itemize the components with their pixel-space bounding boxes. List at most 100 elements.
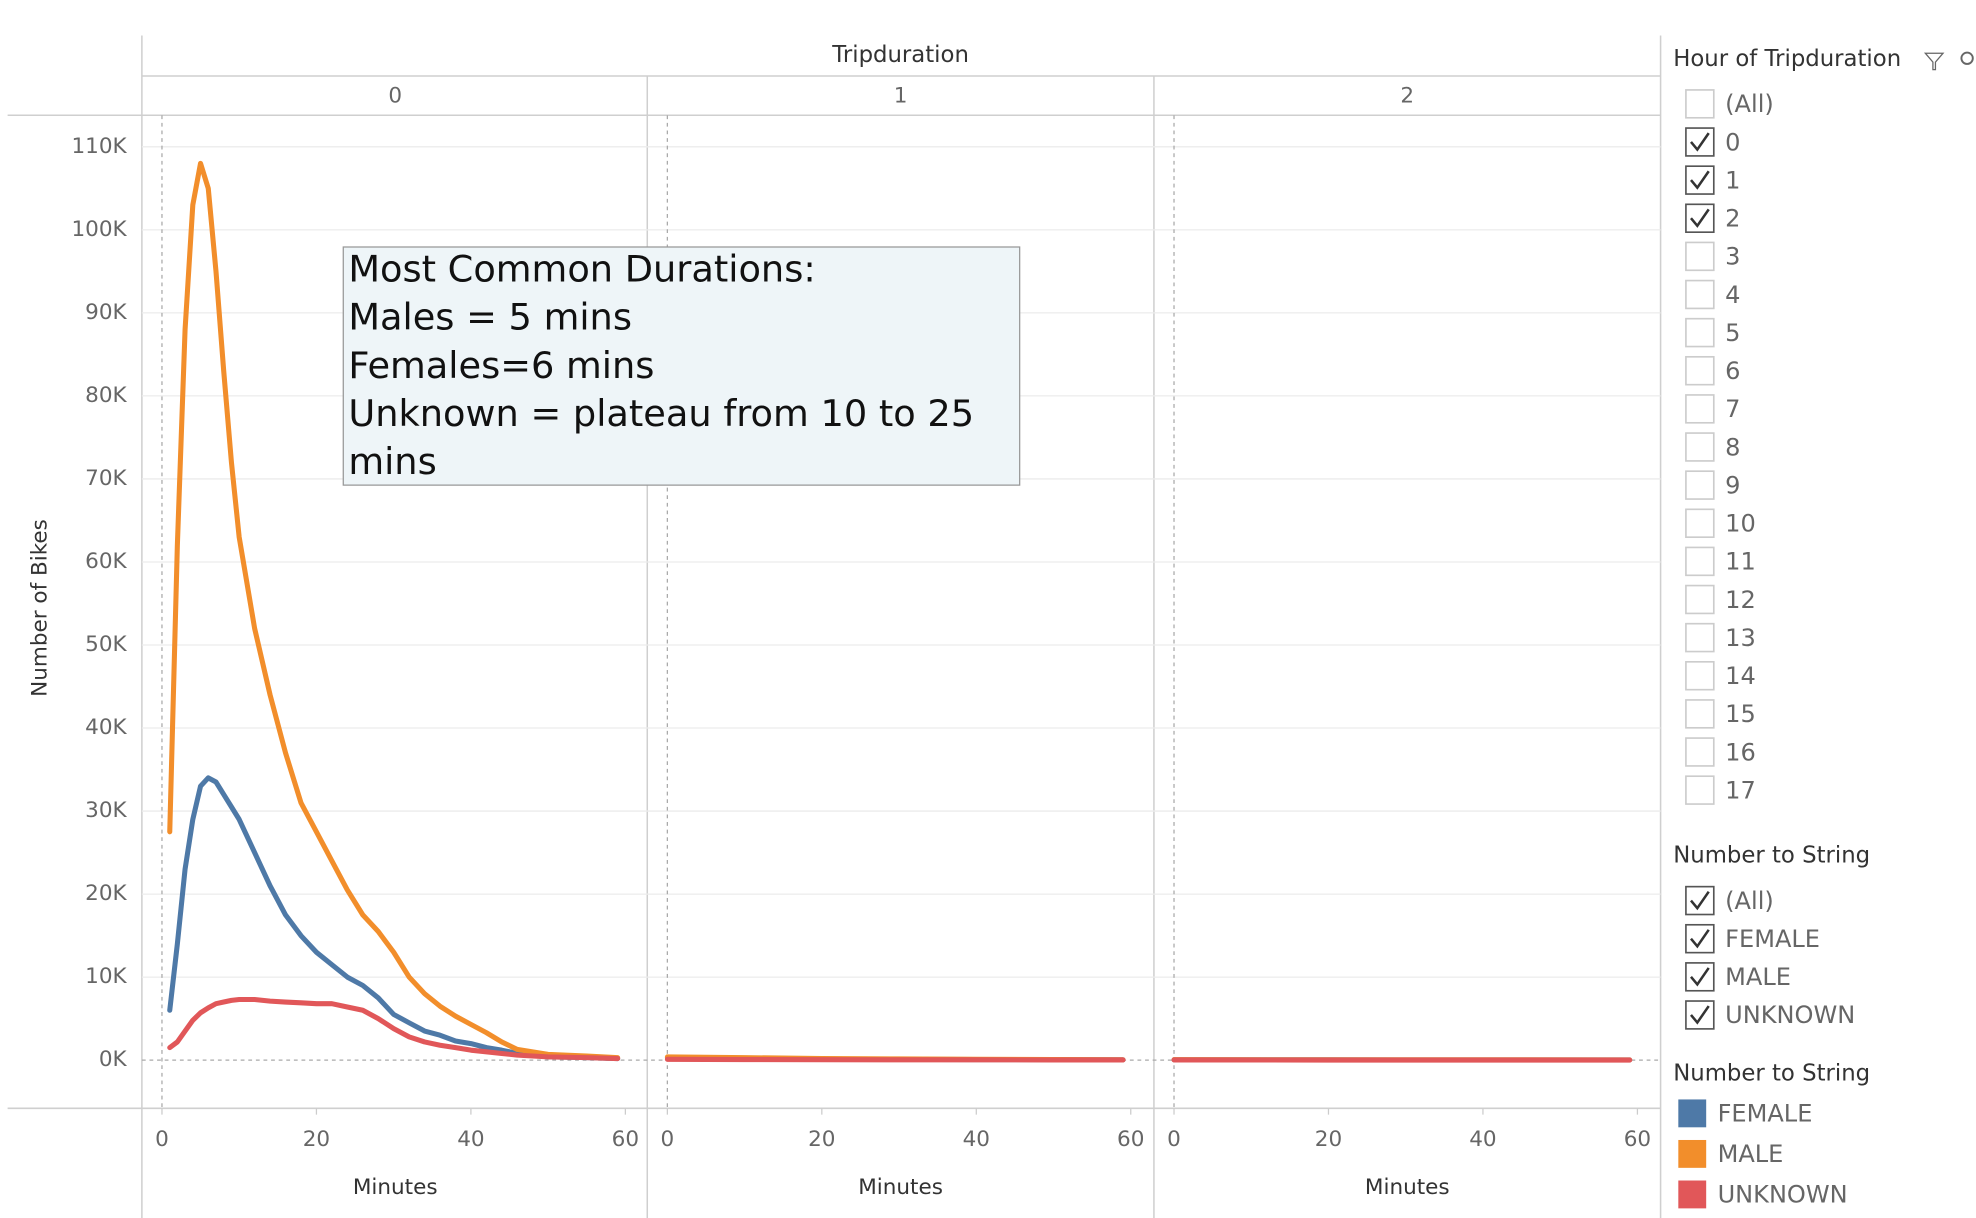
x-tick-label: 0	[1167, 1127, 1181, 1152]
filter-item[interactable]: MALE	[1685, 962, 1791, 992]
filter-item-label[interactable]: FEMALE	[1725, 925, 1820, 953]
filter-item[interactable]: 1	[1685, 165, 1741, 195]
x-axis-title: Minutes	[1365, 1175, 1450, 1200]
checkbox[interactable]	[1685, 775, 1715, 805]
filter-item-label[interactable]: 13	[1725, 624, 1756, 652]
checkbox[interactable]	[1685, 355, 1715, 386]
checkbox[interactable]	[1685, 885, 1715, 916]
checkmark	[1690, 208, 1710, 228]
filter-item-label[interactable]: 17	[1725, 776, 1756, 804]
filter-item[interactable]: 12	[1685, 584, 1756, 615]
filter-item[interactable]: UNKNOWN	[1685, 1000, 1855, 1030]
checkmark	[1690, 1005, 1710, 1025]
filter-item[interactable]: 17	[1685, 775, 1756, 805]
search-icon[interactable]	[1960, 51, 1974, 65]
checkbox[interactable]	[1685, 317, 1715, 348]
filter-item-label[interactable]: 7	[1725, 395, 1740, 423]
filter-item-label[interactable]: UNKNOWN	[1725, 1001, 1855, 1029]
filter-item-label[interactable]: (All)	[1725, 90, 1774, 118]
legend-label[interactable]: MALE	[1718, 1140, 1784, 1168]
filter-item[interactable]: 15	[1685, 699, 1756, 729]
checkbox[interactable]	[1685, 203, 1715, 233]
filter-item-label[interactable]: 8	[1725, 433, 1740, 461]
filter-item[interactable]: 7	[1685, 394, 1741, 424]
legend-label[interactable]: UNKNOWN	[1718, 1181, 1848, 1209]
annotation-text: Females=6 mins	[348, 344, 654, 387]
facet-header-title: Tripduration	[831, 42, 969, 68]
checkbox[interactable]	[1685, 546, 1715, 577]
checkbox[interactable]	[1685, 508, 1715, 539]
filter-item-label[interactable]: 11	[1725, 548, 1756, 576]
filter-item[interactable]: 5	[1685, 317, 1741, 348]
annotation-text: Unknown = plateau from 10 to 25	[348, 392, 974, 435]
filter-item-label[interactable]: 10	[1725, 510, 1756, 538]
x-tick-label: 40	[1469, 1127, 1496, 1152]
legend-swatch[interactable]	[1678, 1180, 1707, 1209]
y-tick-label: 0K	[99, 1047, 128, 1072]
x-tick-label: 60	[612, 1127, 639, 1152]
filter-item[interactable]: 2	[1685, 203, 1741, 233]
filter-item[interactable]: 16	[1685, 737, 1756, 767]
checkbox[interactable]	[1685, 89, 1715, 119]
filter-item-label[interactable]: 12	[1725, 586, 1756, 614]
x-tick-label: 0	[661, 1127, 675, 1152]
filter-item[interactable]: FEMALE	[1685, 923, 1820, 954]
facet-label: 2	[1400, 83, 1414, 108]
filter-item[interactable]: (All)	[1685, 89, 1774, 119]
filter-item-label[interactable]: MALE	[1725, 963, 1791, 991]
checkbox[interactable]	[1685, 165, 1715, 195]
filter-item[interactable]: 8	[1685, 432, 1741, 462]
checkbox[interactable]	[1685, 470, 1715, 500]
filter-item[interactable]: (All)	[1685, 885, 1774, 916]
checkmark	[1690, 967, 1710, 987]
filter-item[interactable]: 14	[1685, 660, 1756, 691]
filter-item[interactable]: 10	[1685, 508, 1756, 539]
x-axis-title: Minutes	[858, 1175, 943, 1200]
y-tick-label: 60K	[85, 549, 127, 574]
filter-item[interactable]: 9	[1685, 470, 1741, 500]
filter-item[interactable]: 6	[1685, 355, 1741, 386]
filter-item-label[interactable]: 14	[1725, 662, 1756, 690]
checkbox[interactable]	[1685, 279, 1715, 310]
filter-item[interactable]: 4	[1685, 279, 1741, 310]
filter-item[interactable]: 3	[1685, 241, 1741, 272]
checkbox[interactable]	[1685, 127, 1715, 157]
checkbox[interactable]	[1685, 622, 1715, 653]
filter-item[interactable]: 11	[1685, 546, 1756, 577]
checkbox[interactable]	[1685, 241, 1715, 272]
filter-item-label[interactable]: 2	[1725, 205, 1740, 233]
filter-item-label[interactable]: (All)	[1725, 887, 1774, 915]
filter-title: Number to String	[1673, 843, 1870, 869]
y-tick-label: 70K	[85, 466, 127, 491]
filter-item-label[interactable]: 3	[1725, 243, 1740, 271]
filter-item-label[interactable]: 15	[1725, 700, 1756, 728]
filter-item-label[interactable]: 6	[1725, 357, 1740, 385]
filter-item-label[interactable]: 4	[1725, 281, 1740, 309]
y-axis-title: Number of Bikes	[28, 519, 53, 697]
x-tick-label: 20	[808, 1127, 835, 1152]
y-tick-label: 80K	[85, 383, 127, 408]
y-tick-label: 50K	[85, 632, 127, 657]
filter-item-label[interactable]: 5	[1725, 319, 1740, 347]
filter-item-label[interactable]: 1	[1725, 166, 1740, 194]
checkbox[interactable]	[1685, 1000, 1715, 1030]
checkbox[interactable]	[1685, 923, 1715, 954]
checkbox[interactable]	[1685, 432, 1715, 462]
legend-label[interactable]: FEMALE	[1718, 1100, 1813, 1128]
filter-item-label[interactable]: 0	[1725, 128, 1740, 156]
filter-item[interactable]: 13	[1685, 622, 1756, 653]
filter-item[interactable]: 0	[1685, 127, 1741, 157]
checkbox[interactable]	[1685, 394, 1715, 424]
checkbox[interactable]	[1685, 962, 1715, 992]
legend-swatch[interactable]	[1678, 1139, 1707, 1168]
annotation-box	[342, 246, 1021, 486]
checkbox[interactable]	[1685, 660, 1715, 691]
checkbox[interactable]	[1685, 699, 1715, 729]
filter-item-label[interactable]: 16	[1725, 738, 1756, 766]
legend-swatch[interactable]	[1678, 1099, 1707, 1128]
filter-item-label[interactable]: 9	[1725, 471, 1740, 499]
filter-icon[interactable]	[1923, 52, 1945, 71]
checkbox[interactable]	[1685, 737, 1715, 767]
y-tick-label: 100K	[71, 217, 127, 242]
checkbox[interactable]	[1685, 584, 1715, 615]
